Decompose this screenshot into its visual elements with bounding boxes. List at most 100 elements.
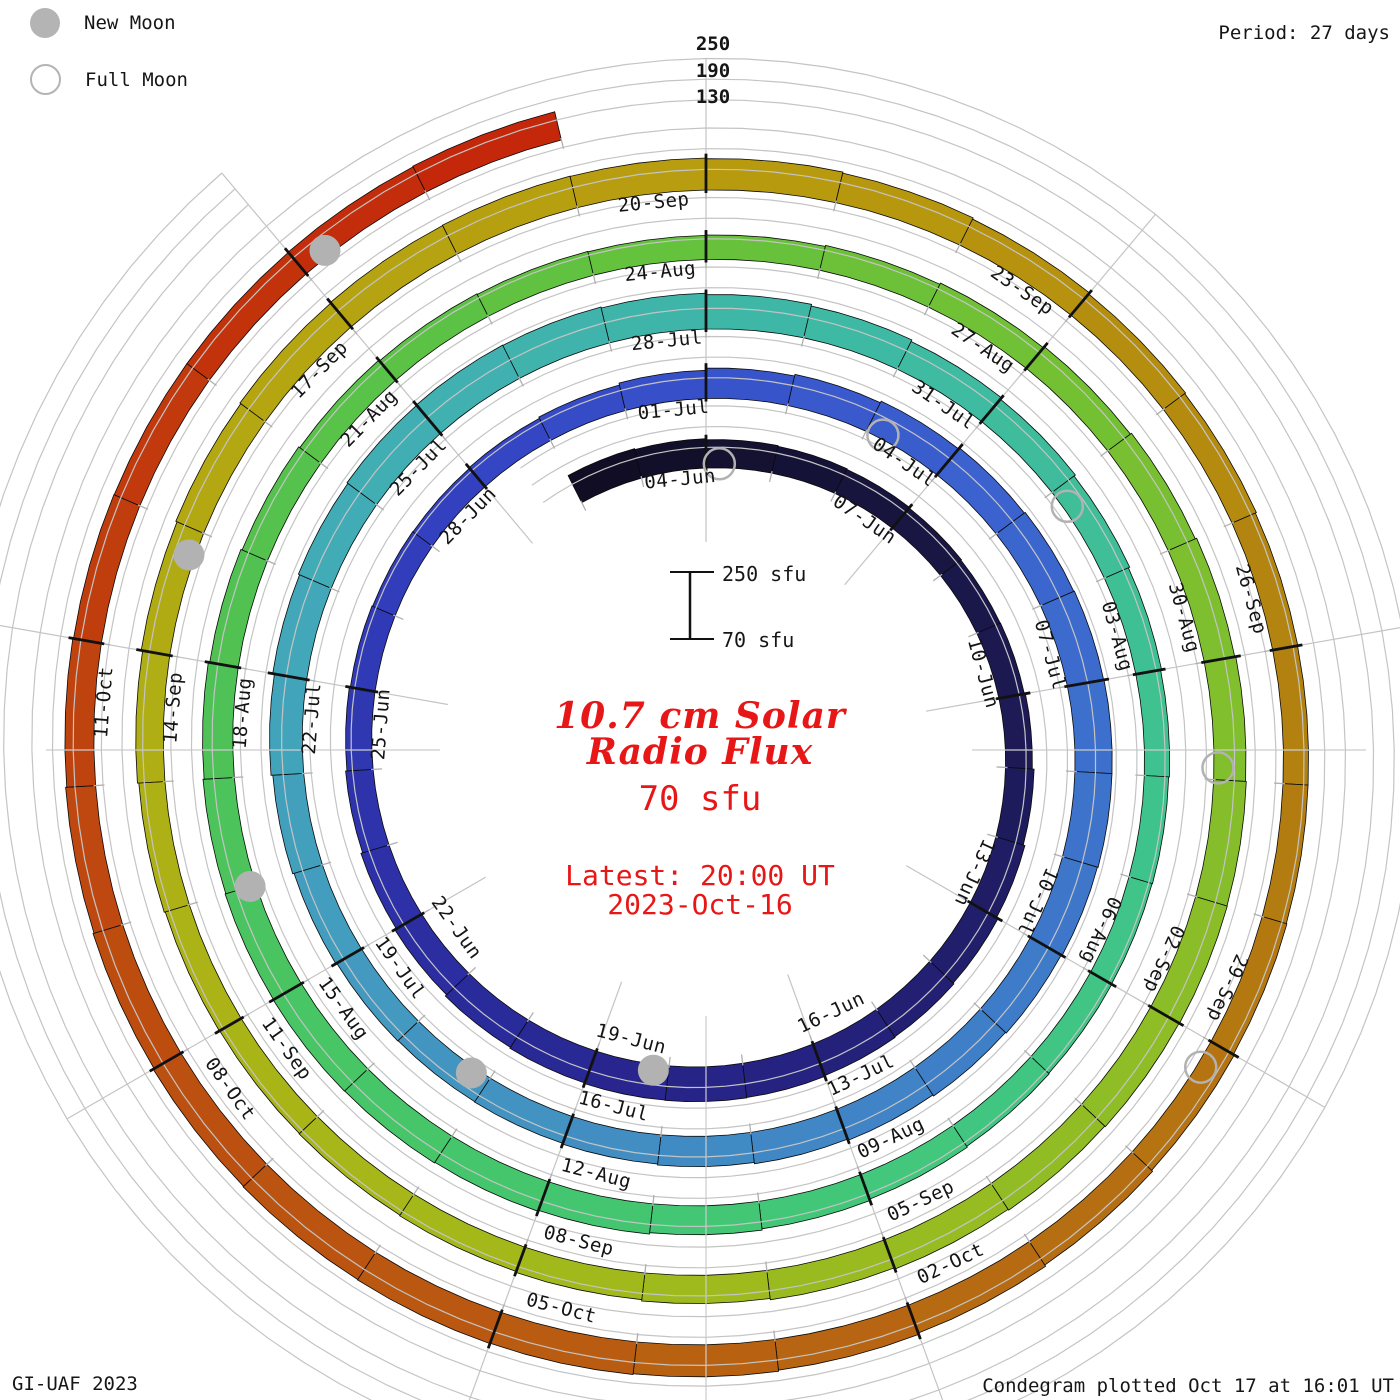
day-tick <box>450 1128 458 1139</box>
new-moon-icon <box>30 8 60 38</box>
flux-day-bar <box>750 1108 849 1165</box>
day-tick <box>162 780 174 783</box>
day-tick <box>784 403 789 415</box>
flux-day-bar <box>1128 775 1170 885</box>
flux-day-bar <box>835 172 974 246</box>
three-day-tick <box>1064 677 1110 689</box>
day-tick <box>201 531 213 538</box>
day-tick <box>1186 893 1198 898</box>
day-tick <box>740 1054 744 1066</box>
day-tick <box>187 901 199 906</box>
day-tick <box>374 1244 382 1255</box>
day-tick <box>1095 576 1107 583</box>
day-tick <box>264 1157 274 1167</box>
three-day-tick <box>345 685 379 694</box>
day-tick <box>624 408 629 420</box>
scale-bar-min-label: 70 sfu <box>722 628 795 652</box>
flux-day-bar <box>771 445 848 494</box>
day-tick <box>765 1261 768 1273</box>
flux-day-bar <box>1051 475 1131 579</box>
day-tick <box>486 314 493 325</box>
three-day-tick <box>326 297 355 331</box>
full-moon-marker <box>702 447 737 481</box>
three-day-tick <box>978 394 1005 425</box>
flux-day-bar <box>998 693 1033 770</box>
three-day-spoke <box>485 487 534 544</box>
flux-bars <box>64 111 1309 1378</box>
radial-axis-label-130: 130 <box>695 86 731 108</box>
date-label-11-Oct: 11-Oct <box>90 666 118 739</box>
day-tick <box>773 1330 776 1342</box>
day-tick <box>968 631 979 638</box>
flux-day-bar <box>1272 645 1309 786</box>
flux-day-bar <box>298 1116 415 1216</box>
three-day-tick <box>905 1301 922 1340</box>
flux-day-bar <box>803 305 913 370</box>
flux-day-bar <box>819 244 941 308</box>
chart-title-line1: 10.7 cm Solar <box>554 695 846 737</box>
flux-day-bar <box>224 884 302 1001</box>
flux-day-bar <box>502 306 610 379</box>
flux-day-bar <box>705 367 796 406</box>
flux-day-bar <box>272 772 323 875</box>
three-day-tick <box>834 1106 851 1145</box>
day-tick <box>455 252 462 263</box>
full-moon-marker <box>866 418 900 452</box>
day-tick <box>366 1062 375 1071</box>
flux-gridline-190 <box>0 78 1395 1400</box>
day-tick <box>1223 521 1235 528</box>
day-tick <box>749 1123 752 1135</box>
three-day-tick <box>581 1047 599 1089</box>
flux-day-bar <box>1261 783 1309 925</box>
three-day-tick <box>513 1243 528 1277</box>
day-tick <box>1253 913 1265 918</box>
three-day-tick <box>1147 1004 1185 1027</box>
day-tick <box>320 861 332 867</box>
three-day-tick <box>68 636 105 646</box>
three-day-spoke <box>375 691 449 706</box>
flux-day-bar <box>567 448 643 504</box>
date-label-22-Jul: 22-Jul <box>298 682 326 755</box>
day-tick <box>1100 449 1110 457</box>
day-tick <box>1274 782 1286 785</box>
full-moon-marker <box>1050 489 1085 524</box>
three-day-tick <box>267 671 310 682</box>
scale-bar-max-label: 250 sfu <box>722 562 807 586</box>
flux-day-bar <box>209 548 268 668</box>
day-tick <box>1023 1049 1033 1059</box>
three-day-tick <box>1207 1038 1240 1059</box>
flux-day-bar <box>345 768 390 854</box>
three-day-spoke <box>596 981 623 1051</box>
flux-day-bar <box>787 373 881 432</box>
flux-day-bar <box>705 439 779 474</box>
three-day-tick <box>204 660 242 670</box>
day-tick <box>549 438 556 449</box>
flux-day-bar <box>468 417 552 488</box>
day-tick <box>329 586 340 593</box>
day-tick <box>640 476 645 488</box>
flux-day-bar <box>979 936 1062 1034</box>
radial-axis-label-250: 250 <box>695 33 731 55</box>
flux-day-bar <box>509 1019 597 1084</box>
three-day-spoke <box>905 865 970 903</box>
flux-day-bar <box>990 1103 1106 1211</box>
three-day-tick <box>268 980 305 1004</box>
flux-gridline-250 <box>0 57 1400 1400</box>
day-tick <box>635 1332 639 1345</box>
day-tick <box>207 378 217 387</box>
flux-day-bar <box>242 1163 377 1281</box>
flux-day-bar <box>1062 771 1113 868</box>
flux-day-bar <box>705 158 844 204</box>
day-tick <box>668 1056 671 1068</box>
day-tick <box>608 340 613 352</box>
day-tick <box>137 504 149 510</box>
day-tick <box>830 491 837 502</box>
flux-day-bar <box>349 605 396 693</box>
three-day-tick <box>966 899 1004 923</box>
day-tick <box>892 367 899 378</box>
three-day-tick <box>1132 667 1166 677</box>
moon-markers <box>173 234 1235 1089</box>
radial-axis-label-190: 190 <box>695 60 731 82</box>
date-label-18-Aug: 18-Aug <box>229 677 257 750</box>
